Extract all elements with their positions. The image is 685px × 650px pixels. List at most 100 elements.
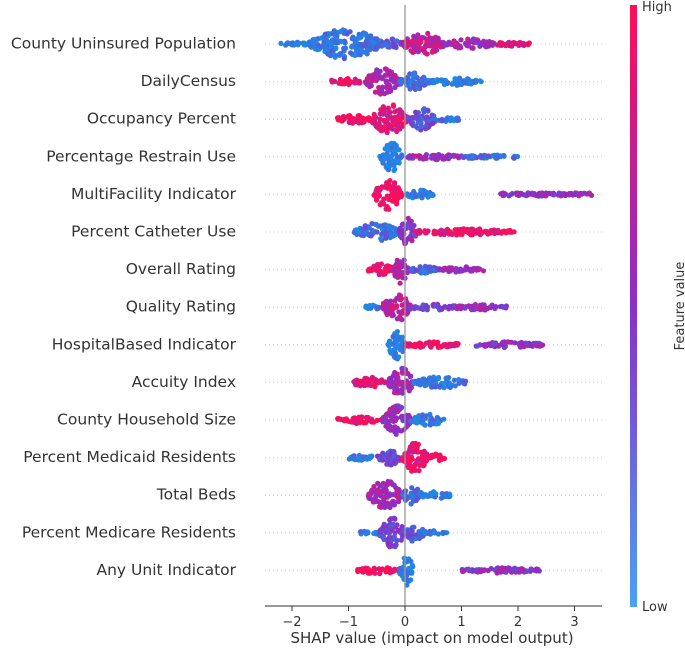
shap-point [516,42,522,49]
shap-point [413,109,419,115]
shap-point [413,343,419,350]
shap-point [388,456,394,462]
shap-point [466,567,472,573]
shap-point [387,229,393,235]
shap-point [336,52,343,58]
shap-point [382,119,388,125]
shap-point [373,45,379,51]
shap-point [374,306,380,312]
shap-point [375,487,381,493]
shap-point [426,192,433,198]
shap-point [475,267,481,273]
shap-point [347,80,353,86]
shap-point [307,40,313,46]
shap-point [420,494,426,500]
feature-label: Overall Rating [126,260,236,278]
shap-point [409,562,415,568]
feature-swarm [351,365,469,396]
shap-point [426,80,432,86]
shap-point [418,534,424,540]
shap-point [393,542,399,548]
shap-point [409,121,415,127]
shap-point [427,36,434,42]
shap-point [377,116,383,122]
shap-point [526,40,532,46]
feature-swarm [278,27,532,62]
shap-point [308,44,314,50]
shap-point [405,456,411,462]
shap-point [425,108,431,114]
shap-point [414,449,420,455]
shap-point [390,482,396,488]
shap-point [364,455,370,461]
shap-point [341,81,347,87]
shap-point [329,77,335,83]
shap-point [457,43,463,50]
shap-point [387,534,393,540]
shap-point [404,462,410,468]
shap-point [533,192,539,198]
shap-point [443,230,449,236]
shap-point [447,154,453,160]
colorbar-title: Feature value [673,262,685,351]
shap-point [490,40,496,46]
shap-point [386,530,392,536]
shap-point [391,499,397,505]
shap-point [418,341,424,347]
shap-point [538,343,544,349]
shap-point [383,146,389,152]
shap-point [397,225,403,231]
shap-point [429,416,435,422]
shap-point [405,115,411,121]
shap-point [378,107,384,113]
shap-point [504,339,510,345]
shap-point [399,404,405,411]
feature-label: Any Unit Indicator [97,561,237,579]
shap-point [491,227,497,233]
shap-point [382,418,388,425]
shap-point [356,229,362,235]
shap-point [408,528,414,534]
shap-point [439,78,445,84]
shap-point [400,229,406,236]
shap-point [460,568,466,575]
shap-point [470,36,477,42]
shap-point [387,298,394,304]
shap-point [446,343,452,349]
shap-point [465,36,471,42]
shap-point [438,227,444,233]
shap-point [418,39,424,45]
shap-point [392,187,398,193]
shap-point [421,106,427,112]
shap-point [392,74,399,80]
shap-point [373,221,379,227]
shap-point [395,122,401,128]
shap-point [425,264,431,270]
shap-point [396,160,402,166]
shap-point [371,484,377,490]
shap-point [418,187,424,193]
shap-point [570,191,576,197]
shap-point [436,375,442,381]
shap-point [377,379,383,385]
shap-point [449,231,455,237]
shap-point [435,152,442,158]
shap-point [511,229,517,235]
shap-point [413,267,419,273]
shap-point [399,264,405,270]
shap-point [365,303,371,309]
shap-point [435,531,441,537]
shap-point [376,193,382,199]
shap-point [345,113,351,119]
feature-swarm [357,515,450,550]
x-tick-label: −1 [339,615,358,630]
feature-label: Quality Rating [126,298,236,316]
shap-point [427,375,433,381]
shap-point [429,49,435,55]
shap-point [397,347,403,353]
shap-point [372,89,378,95]
shap-point [416,44,422,50]
shap-point [496,41,502,47]
colorbar-high-label: High [642,0,672,15]
shap-point [512,565,518,571]
